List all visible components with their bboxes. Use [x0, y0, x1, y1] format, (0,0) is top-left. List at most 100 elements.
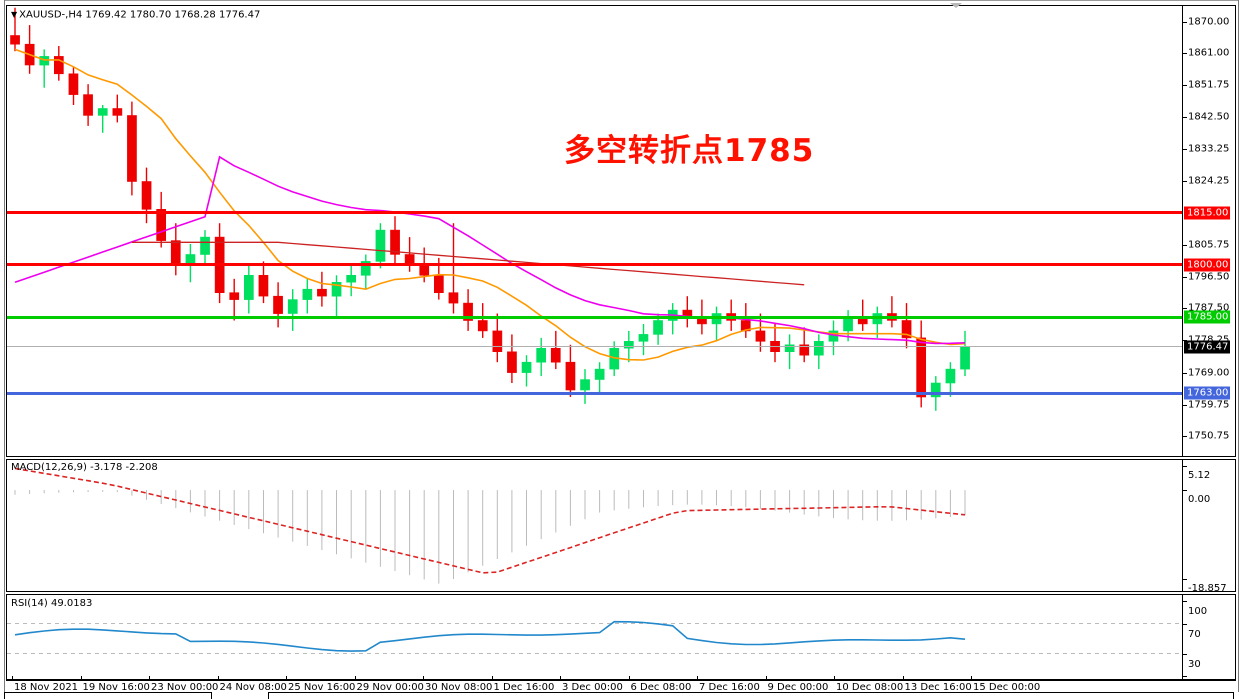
price-axis-label: 1842.50 [1188, 111, 1230, 123]
price-axis-label: 1805.75 [1188, 239, 1230, 251]
time-axis-tick [491, 676, 493, 681]
rsi-axis-tick [1183, 676, 1187, 677]
price-axis-tick [1183, 436, 1187, 438]
price-axis-label: 1769.00 [1188, 367, 1230, 379]
price-axis-label: 1833.25 [1188, 143, 1230, 155]
price-axis-label: 1787.50 [1188, 302, 1230, 314]
time-axis-tick [423, 676, 424, 681]
window-right-edge [1238, 0, 1242, 699]
rsi-plot-area[interactable] [7, 595, 1183, 679]
price-chart-pane[interactable]: 多空转折点1785 1870.00 1861.00 1851.75 1842.50 18… [6, 5, 1236, 457]
time-axis-tick [560, 676, 561, 681]
time-axis-tick [217, 676, 219, 681]
time-axis-label: 18 Nov 2021 [14, 682, 79, 693]
macd-axis-label: -18.857 [1188, 582, 1227, 592]
price-axis-tick [1183, 85, 1187, 87]
rsi-axis-label: 100 [1188, 606, 1208, 617]
price-axis-tick [1183, 372, 1187, 374]
time-axis-tick [697, 676, 698, 681]
time-axis-label: 6 Dec 08:00 [630, 682, 692, 693]
time-axis-label: 23 Nov 00:00 [151, 682, 219, 693]
macd-axis-label: 0.00 [1188, 494, 1211, 506]
triangle-down-icon[interactable] [950, 3, 962, 8]
time-axis-label: 30 Nov 08:00 [425, 682, 493, 693]
price-axis-tick [1183, 117, 1187, 119]
time-axis-tick [902, 676, 904, 681]
time-axis-label: 13 Dec 16:00 [904, 682, 972, 693]
price-level-pill-pivot[interactable]: 1785.00 [1184, 310, 1231, 324]
rsi-axis-tick [1183, 653, 1187, 655]
time-axis-label: 9 Dec 00:00 [767, 682, 829, 693]
rsi-axis: 10070300 [1182, 595, 1235, 679]
price-level-pill-support[interactable]: 1763.00 [1184, 386, 1231, 400]
time-axis-tick [149, 676, 150, 681]
price-axis-tick [1183, 308, 1187, 310]
price-axis-label: 1796.50 [1188, 271, 1230, 283]
price-axis-label: 1759.75 [1188, 399, 1230, 411]
price-axis-tick [1183, 149, 1187, 151]
price-level-pill-resistance[interactable]: 1800.00 [1184, 258, 1231, 272]
rsi-series-layer [7, 620, 1183, 654]
time-axis-label: 25 Nov 16:00 [288, 682, 356, 693]
time-axis-label: 1 Dec 16:00 [493, 682, 555, 693]
price-axis-label: 1824.25 [1188, 175, 1230, 187]
rsi-axis-label: 70 [1188, 628, 1201, 640]
time-axis-tick [971, 676, 972, 681]
time-axis-tick [80, 676, 82, 681]
time-axis-tick [12, 676, 13, 681]
time-axis[interactable]: 18 Nov 2021 19 Nov 16:00 23 Nov 00:00 24 No… [6, 676, 1236, 694]
rsi-pane-header: RSI(14) 49.0183 [11, 598, 93, 609]
window-top-edge [0, 0, 1242, 3]
bottom-tab-left[interactable] [4, 692, 212, 699]
level-line-1800.00 [7, 263, 1183, 267]
macd-axis-tick [1183, 578, 1187, 580]
price-axis-label: 1870.00 [1188, 16, 1230, 28]
level-line-1763.00 [7, 391, 1183, 395]
macd-indicator-pane[interactable]: 5.12 0.00 -18.857 MACD(12,26,9) -3.178 -2.… [6, 459, 1236, 592]
price-axis-tick [1183, 404, 1187, 406]
time-axis-tick [354, 676, 356, 681]
macd-axis: 5.12 0.00 -18.857 [1182, 460, 1235, 591]
price-axis-label: 1861.00 [1188, 47, 1230, 59]
rsi-indicator-pane[interactable]: 10070300 RSI(14) 49.0183 [6, 594, 1236, 680]
price-candlestick-layer [10, 7, 970, 411]
price-axis-tick [1183, 21, 1187, 23]
time-axis-tick [286, 676, 287, 681]
macd-series-layer [14, 467, 966, 584]
price-axis-tick [1183, 277, 1187, 279]
macd-pane-header: MACD(12,26,9) -3.178 -2.208 [11, 462, 158, 473]
price-axis-label: 1851.75 [1188, 79, 1230, 91]
time-axis-tick [628, 676, 630, 681]
window-left-edge [0, 0, 5, 699]
time-axis-label: 3 Dec 00:00 [562, 682, 623, 693]
level-line-1776.47 [7, 346, 1183, 348]
price-level-pill-resistance[interactable]: 1815.00 [1184, 206, 1231, 220]
rsi-axis-label: 30 [1188, 658, 1201, 670]
time-axis-tick [765, 676, 767, 681]
price-axis-tick [1183, 244, 1187, 246]
chevron-down-icon[interactable]: ▼ [11, 10, 18, 19]
price-axis-label: 1750.75 [1188, 430, 1230, 442]
time-axis-label: 7 Dec 16:00 [699, 682, 760, 693]
rsi-axis-tick [1183, 623, 1187, 625]
bottom-tab-right[interactable] [268, 692, 1234, 699]
price-pane-header: ▼ XAUUSD-,H4 1769.42 1780.70 1768.28 1776… [11, 9, 260, 21]
price-level-pill-last-price[interactable]: 1776.47 [1184, 340, 1231, 354]
price-axis[interactable]: 1870.00 1861.00 1851.75 1842.50 1833.25 1824.… [1182, 6, 1235, 456]
bottom-panel-strip [0, 692, 1242, 699]
time-axis-label: 10 Dec 08:00 [836, 682, 904, 693]
macd-axis-label: 5.12 [1188, 470, 1211, 481]
level-line-1815.00 [7, 211, 1183, 215]
price-plot-area[interactable]: 多空转折点1785 [7, 6, 1183, 456]
level-line-1785.00 [7, 315, 1183, 319]
macd-axis-tick [1183, 466, 1187, 467]
chart-annotation-text: 多空转折点1785 [564, 133, 815, 169]
price-axis-tick [1183, 180, 1187, 182]
price-axis-tick [1183, 52, 1187, 54]
price-symbol-ohlc: XAUUSD-,H4 1769.42 1780.70 1768.28 1776.… [19, 9, 261, 21]
time-axis-tick [834, 676, 835, 681]
time-axis-label: 19 Nov 16:00 [82, 682, 150, 693]
time-axis-label: 15 Dec 00:00 [973, 682, 1041, 693]
macd-plot-area[interactable] [7, 460, 1183, 591]
